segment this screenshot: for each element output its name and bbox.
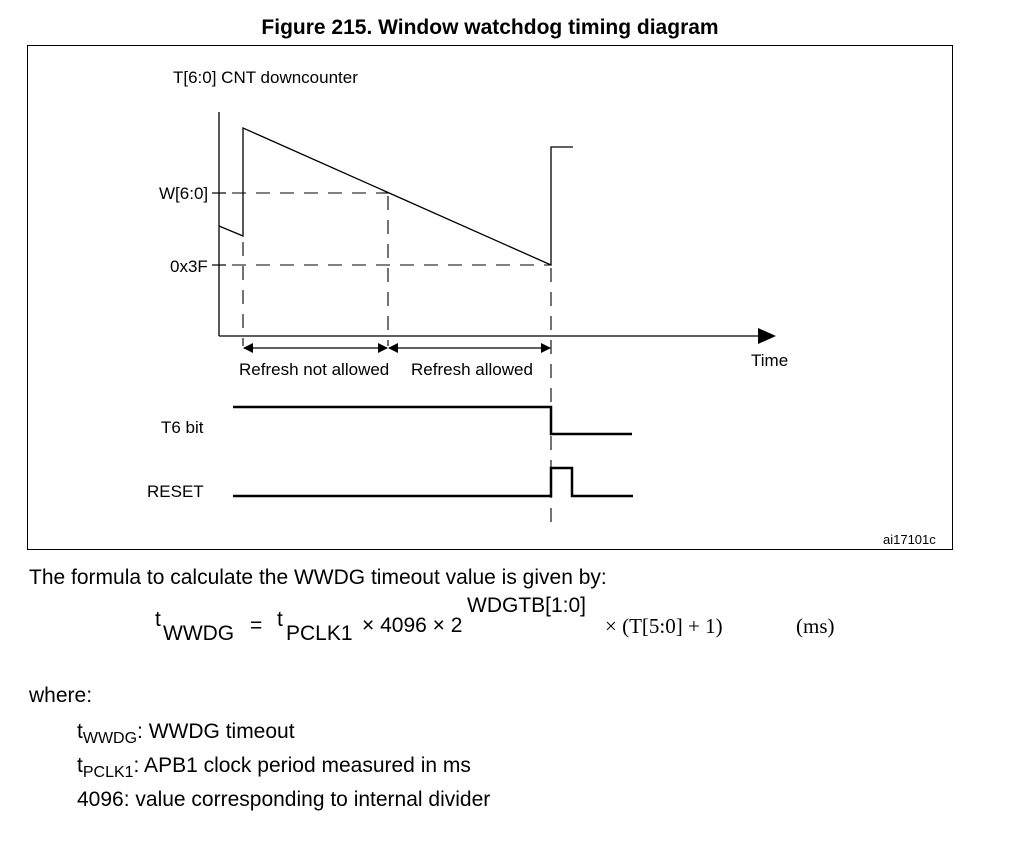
figure-id: ai17101c [883,532,936,547]
reset-label: RESET [147,482,204,501]
definition-description: : WWDG timeout [137,720,295,743]
figure-title: Figure 215. Window watchdog timing diagr… [261,16,719,39]
formula-intro: The formula to calculate the WWDG timeou… [29,566,607,589]
definition-description: : APB1 clock period measured in ms [133,754,471,777]
definition-subscript: PCLK1 [82,764,134,781]
formula-t-pclk: t [277,608,283,631]
formula-lhs-sub: WWDG [163,622,235,645]
where-label: where: [29,684,93,707]
formula-unit: (ms) [796,614,835,638]
definition-symbol: t [77,754,83,777]
definitions-list: tWWDG: WWDG timeout tPCLK1: APB1 clock p… [77,718,490,820]
level-w-label: W[6:0] [159,184,208,203]
x-axis-arrowhead [758,328,776,344]
reset-waveform [233,466,633,498]
formula-lhs: t [155,608,161,631]
formula-multiplier: × 4096 × 2 [362,614,463,637]
formula-exponent: WDGTB[1:0] [467,594,587,617]
y-axis-label: T[6:0] CNT downcounter [173,68,358,87]
t6-bit-waveform [233,405,632,436]
counter-waveform [218,126,573,267]
timing-diagram: T[6:0] CNT downcounter Time W[6:0] 0x3F … [147,68,936,547]
level-3f-label: 0x3F [170,257,208,276]
timeout-formula: t WWDG = t PCLK1 × 4096 × 2 WDGTB[1:0] ×… [155,594,915,654]
x-axis-label: Time [751,351,788,370]
definition-t-pclk1: tPCLK1: APB1 clock period measured in ms [77,752,490,786]
refresh-allowed-label: Refresh allowed [411,360,533,379]
definition-t-wwdg: tWWDG: WWDG timeout [77,718,490,752]
definition-symbol: t [77,720,83,743]
definition-description: : value corresponding to internal divide… [123,788,491,811]
formula-equals: = [250,614,263,637]
definition-symbol: 4096 [77,788,124,811]
figure-frame [27,45,953,550]
t6-bit-label: T6 bit [161,418,204,437]
formula-tail: × (T[5:0] + 1) [605,614,723,638]
formula-t-pclk-sub: PCLK1 [286,622,353,645]
definition-4096: 4096: value corresponding to internal di… [77,786,490,820]
refresh-not-allowed-label: Refresh not allowed [239,360,389,379]
definition-subscript: WWDG [82,730,138,747]
